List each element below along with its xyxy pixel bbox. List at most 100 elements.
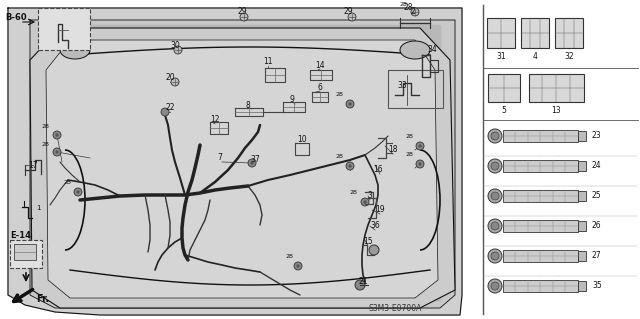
Text: Fr.: Fr. [36,294,49,304]
Text: 31: 31 [496,52,506,61]
Bar [14,244,36,260]
Circle shape [296,264,300,268]
Circle shape [419,145,422,148]
Circle shape [488,249,502,263]
Circle shape [416,160,424,168]
Text: 12: 12 [211,115,220,124]
Text: 35: 35 [592,281,602,291]
Text: 15: 15 [363,238,373,247]
Text: 25: 25 [592,191,602,201]
Text: S3M3-E0700A: S3M3-E0700A [368,304,422,313]
Text: 20: 20 [165,73,175,83]
Circle shape [74,188,82,196]
Text: 23: 23 [592,131,602,140]
Text: 16: 16 [373,166,383,174]
Text: 21: 21 [358,278,368,286]
Circle shape [416,142,424,150]
Circle shape [491,282,499,290]
Bar [503,160,578,172]
Circle shape [294,262,302,270]
Circle shape [53,148,61,156]
Bar [388,70,443,108]
Text: 9: 9 [289,95,294,105]
Circle shape [491,132,499,140]
Text: 3: 3 [367,191,372,201]
Circle shape [488,129,502,143]
Text: 28: 28 [403,4,413,12]
Circle shape [419,162,422,166]
Circle shape [346,100,354,108]
Circle shape [488,189,502,203]
Circle shape [53,131,61,139]
Circle shape [250,161,253,165]
Text: 28: 28 [285,254,293,259]
Circle shape [488,159,502,173]
Circle shape [361,198,369,206]
Text: 2: 2 [411,8,415,17]
Text: 19: 19 [375,205,385,214]
Bar [578,161,586,171]
Circle shape [491,162,499,170]
Text: 32: 32 [564,52,574,61]
Bar [503,130,578,142]
Bar [578,251,586,261]
Text: 1: 1 [36,205,40,211]
Bar [38,8,90,50]
Circle shape [346,162,354,170]
Text: 28: 28 [405,152,413,157]
Circle shape [488,219,502,233]
Text: 36: 36 [370,221,380,231]
Text: 27: 27 [592,251,602,261]
Circle shape [491,252,499,260]
Circle shape [240,13,248,21]
Text: 24: 24 [592,161,602,170]
Text: 34: 34 [427,46,437,55]
Circle shape [174,46,182,54]
Circle shape [171,78,179,86]
Text: 28: 28 [335,154,343,159]
Text: 6: 6 [317,83,323,92]
Circle shape [348,102,351,106]
Circle shape [491,222,499,230]
Circle shape [369,245,379,255]
Text: 11: 11 [263,57,273,66]
Text: 18: 18 [388,145,397,154]
Circle shape [488,279,502,293]
Ellipse shape [400,41,430,59]
Ellipse shape [60,41,90,59]
Circle shape [348,164,351,167]
Bar [503,220,578,232]
Bar [521,18,549,48]
Text: 30: 30 [170,41,180,50]
Text: 8: 8 [246,100,250,109]
Circle shape [364,200,367,204]
Text: 28: 28 [350,190,358,195]
Circle shape [348,13,356,21]
Bar [578,191,586,201]
Bar [503,190,578,202]
Bar [487,18,515,48]
Polygon shape [8,8,462,315]
Text: 4: 4 [532,52,538,61]
Text: E-14: E-14 [10,231,31,240]
Polygon shape [46,40,438,298]
Text: 28: 28 [64,180,72,185]
Circle shape [56,150,59,154]
Bar [488,74,520,102]
Text: 14: 14 [315,61,325,70]
Text: 28: 28 [42,124,50,129]
Bar [578,281,586,291]
Bar [578,221,586,231]
Bar [503,250,578,262]
Polygon shape [30,28,455,308]
Text: 29: 29 [343,8,353,17]
Circle shape [56,133,59,137]
Text: 7: 7 [218,153,223,162]
Text: 28: 28 [405,134,413,139]
Bar [503,280,578,292]
Bar [555,18,583,48]
Text: 28: 28 [42,142,50,147]
Circle shape [411,8,419,16]
Text: 10: 10 [297,136,307,145]
Circle shape [76,190,79,194]
